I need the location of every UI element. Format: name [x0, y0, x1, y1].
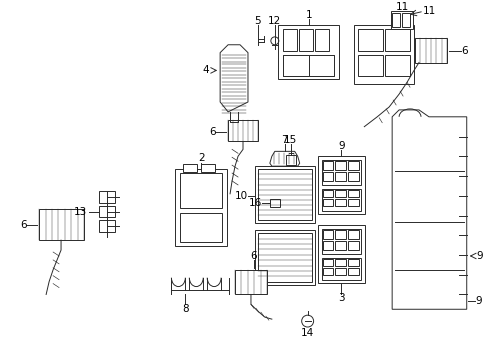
Bar	[385, 29, 409, 51]
Text: 12: 12	[267, 16, 281, 26]
Text: 8: 8	[182, 304, 188, 314]
Bar	[257, 169, 311, 220]
Bar	[322, 161, 333, 170]
Text: 6: 6	[250, 251, 257, 261]
Bar	[235, 270, 266, 294]
Bar	[317, 156, 365, 213]
Bar	[317, 225, 365, 283]
Bar	[180, 173, 222, 208]
Bar	[335, 190, 346, 197]
Bar	[39, 208, 84, 240]
Bar	[298, 29, 312, 51]
Bar	[99, 206, 115, 217]
Text: 3: 3	[337, 293, 344, 303]
Bar	[282, 29, 296, 51]
Bar	[322, 230, 333, 239]
Bar	[335, 268, 346, 275]
Bar	[347, 172, 359, 181]
Bar	[322, 241, 333, 250]
Bar	[322, 199, 333, 206]
Bar	[257, 233, 311, 282]
Bar	[358, 29, 383, 51]
Bar	[314, 29, 328, 51]
Text: 7: 7	[281, 135, 287, 145]
Bar	[277, 25, 339, 79]
Bar	[308, 55, 334, 76]
Bar	[414, 38, 446, 63]
Text: 4: 4	[203, 66, 209, 76]
Text: 2: 2	[198, 153, 204, 163]
Text: 6: 6	[208, 127, 215, 136]
Text: 5: 5	[254, 16, 261, 26]
Bar	[335, 241, 346, 250]
Bar	[175, 169, 226, 246]
Text: 9: 9	[474, 296, 481, 306]
Bar	[347, 199, 359, 206]
Bar	[391, 13, 399, 27]
Bar	[180, 212, 222, 242]
Bar	[254, 230, 314, 285]
Bar	[347, 190, 359, 197]
Bar	[347, 161, 359, 170]
Text: 9: 9	[475, 251, 482, 261]
Bar	[347, 241, 359, 250]
Bar	[335, 259, 346, 266]
Text: 1: 1	[305, 10, 311, 20]
Bar	[254, 166, 314, 224]
Bar	[354, 25, 413, 84]
Bar	[99, 220, 115, 232]
Text: 11: 11	[422, 6, 435, 16]
Text: 13: 13	[74, 207, 87, 217]
Bar	[347, 268, 359, 275]
Bar	[322, 172, 333, 181]
Text: 15: 15	[284, 135, 297, 145]
Bar	[385, 55, 409, 76]
Bar	[321, 258, 361, 280]
Bar	[347, 259, 359, 266]
Bar	[322, 190, 333, 197]
Bar	[321, 229, 361, 254]
Bar	[227, 120, 257, 141]
Bar	[335, 199, 346, 206]
Text: 14: 14	[301, 328, 314, 338]
Bar	[322, 259, 333, 266]
Bar	[321, 189, 361, 211]
Text: 11: 11	[395, 2, 408, 12]
Bar	[322, 268, 333, 275]
Bar	[201, 164, 215, 172]
Bar	[335, 230, 346, 239]
Bar	[285, 155, 295, 165]
Bar	[99, 191, 115, 203]
Bar	[358, 55, 383, 76]
Bar	[347, 230, 359, 239]
Bar	[335, 172, 346, 181]
Bar	[183, 164, 197, 172]
Bar	[401, 13, 409, 27]
Bar	[282, 55, 308, 76]
Bar	[282, 55, 334, 76]
Text: 16: 16	[249, 198, 262, 208]
Text: 6: 6	[461, 46, 467, 56]
Bar	[269, 199, 279, 207]
Bar	[321, 160, 361, 185]
Text: 10: 10	[234, 191, 247, 201]
Bar	[390, 11, 412, 29]
Text: 9: 9	[337, 141, 344, 152]
Text: 6: 6	[20, 220, 26, 230]
Bar	[335, 161, 346, 170]
